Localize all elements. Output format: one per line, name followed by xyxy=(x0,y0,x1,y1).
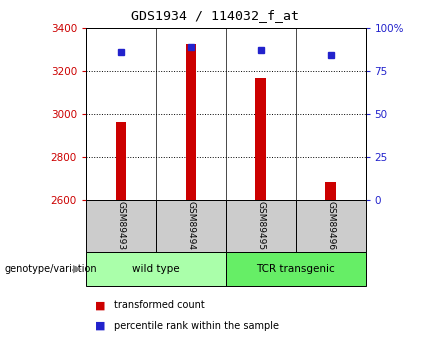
Text: GSM89493: GSM89493 xyxy=(117,201,126,250)
Text: wild type: wild type xyxy=(132,264,180,274)
Bar xyxy=(226,252,366,286)
Bar xyxy=(116,122,126,200)
Text: percentile rank within the sample: percentile rank within the sample xyxy=(114,321,279,331)
Bar xyxy=(86,252,226,286)
Text: GSM89496: GSM89496 xyxy=(326,201,335,250)
Text: TCR transgenic: TCR transgenic xyxy=(256,264,335,274)
Text: ■: ■ xyxy=(95,300,105,310)
Text: GDS1934 / 114032_f_at: GDS1934 / 114032_f_at xyxy=(131,9,299,22)
Bar xyxy=(86,200,156,252)
Text: GSM89495: GSM89495 xyxy=(256,201,265,250)
Text: ■: ■ xyxy=(95,321,105,331)
Bar xyxy=(255,78,266,200)
Bar xyxy=(326,182,336,200)
Bar xyxy=(186,44,196,200)
Text: genotype/variation: genotype/variation xyxy=(4,264,97,274)
Bar xyxy=(156,200,226,252)
Bar xyxy=(226,200,296,252)
Text: transformed count: transformed count xyxy=(114,300,205,310)
Text: ▶: ▶ xyxy=(73,264,82,274)
Bar xyxy=(296,200,366,252)
Text: GSM89494: GSM89494 xyxy=(186,201,195,250)
